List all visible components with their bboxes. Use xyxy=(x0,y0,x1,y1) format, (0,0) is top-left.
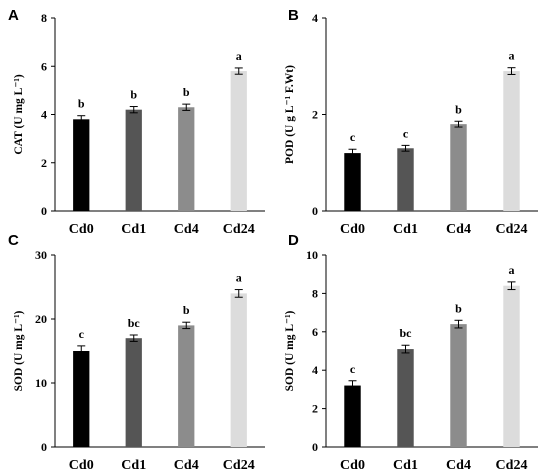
y-tick-label: 2 xyxy=(312,402,318,416)
category-label: Cd0 xyxy=(340,222,365,237)
bar xyxy=(73,351,90,447)
significance-label: b xyxy=(455,102,462,116)
bar xyxy=(450,324,467,447)
y-tick-label: 2 xyxy=(41,156,47,170)
category-label: Cd4 xyxy=(446,458,471,473)
y-tick-label: 8 xyxy=(41,11,47,25)
y-tick-label: 0 xyxy=(41,204,47,218)
y-tick-label: 4 xyxy=(312,363,318,377)
category-label: Cd4 xyxy=(174,458,199,473)
category-label: Cd1 xyxy=(393,458,418,473)
panel-label: C xyxy=(8,232,19,249)
category-label: Cd24 xyxy=(223,222,255,237)
bar xyxy=(230,293,247,447)
y-tick-label: 0 xyxy=(312,440,318,454)
panel-d: D 0 2 4 6 8 10 SOD (U mg L⁻¹) c Cd0 bc Cd1 b Cd4 a Cd24 xyxy=(284,232,538,473)
significance-label: b xyxy=(130,88,137,102)
y-tick-label: 4 xyxy=(312,11,318,25)
significance-label: a xyxy=(236,49,242,63)
bar xyxy=(125,109,142,211)
significance-label: b xyxy=(183,85,190,99)
significance-label: b xyxy=(455,301,462,315)
significance-label: c xyxy=(350,130,356,144)
category-label: Cd0 xyxy=(340,458,365,473)
bar xyxy=(230,71,247,211)
significance-label: bc xyxy=(128,316,141,330)
bar xyxy=(503,285,520,447)
panel-label: D xyxy=(288,232,299,249)
category-label: Cd0 xyxy=(69,222,94,237)
significance-label: bc xyxy=(400,326,413,340)
significance-label: c xyxy=(350,362,356,376)
significance-label: a xyxy=(509,49,515,63)
y-tick-label: 20 xyxy=(35,312,47,326)
panel-a: A 0 2 4 6 8 CAT (U mg L⁻¹) b Cd0 b Cd1 b Cd4 a Cd24 xyxy=(8,7,265,237)
bar xyxy=(344,385,361,447)
y-axis-label: SOD (U mg L⁻¹) xyxy=(284,310,296,391)
y-tick-label: 8 xyxy=(312,286,318,300)
significance-label: b xyxy=(78,97,85,111)
y-axis-label: CAT (U mg L⁻¹) xyxy=(13,74,25,154)
category-label: Cd24 xyxy=(223,458,255,473)
bar xyxy=(503,71,520,211)
bar xyxy=(397,148,414,211)
bar xyxy=(450,124,467,211)
significance-label: c xyxy=(79,327,85,341)
y-tick-label: 10 xyxy=(306,248,318,262)
y-axis-label: SOD (U mg L⁻¹) xyxy=(13,310,25,391)
y-tick-label: 4 xyxy=(41,108,47,122)
category-label: Cd4 xyxy=(174,222,199,237)
y-tick-label: 2 xyxy=(312,108,318,122)
panel-c: C 0 10 20 30 SOD (U mg L⁻¹) c Cd0 bc Cd1 b Cd4 a Cd24 xyxy=(8,232,265,473)
y-tick-label: 6 xyxy=(41,59,47,73)
category-label: Cd1 xyxy=(121,458,146,473)
category-label: Cd0 xyxy=(69,458,94,473)
bar xyxy=(397,349,414,447)
bar xyxy=(344,153,361,211)
y-tick-label: 30 xyxy=(35,248,47,262)
y-tick-label: 10 xyxy=(35,376,47,390)
bar xyxy=(178,325,195,447)
panel-label: B xyxy=(288,7,299,24)
category-label: Cd4 xyxy=(446,222,471,237)
category-label: Cd1 xyxy=(393,222,418,237)
y-tick-label: 0 xyxy=(312,204,318,218)
y-axis-label: POD (U g L⁻¹ F.Wt) xyxy=(284,65,296,164)
significance-label: a xyxy=(509,263,515,277)
y-tick-label: 0 xyxy=(41,440,47,454)
panel-label: A xyxy=(8,7,19,24)
significance-label: a xyxy=(236,271,242,285)
bar xyxy=(125,338,142,447)
significance-label: b xyxy=(183,303,190,317)
y-tick-label: 6 xyxy=(312,325,318,339)
bar xyxy=(73,119,90,211)
category-label: Cd1 xyxy=(121,222,146,237)
panel-b: B 0 2 4 POD (U g L⁻¹ F.Wt) c Cd0 c Cd1 b Cd4 a Cd24 xyxy=(284,7,538,237)
category-label: Cd24 xyxy=(496,222,528,237)
category-label: Cd24 xyxy=(496,458,528,473)
bar xyxy=(178,107,195,211)
significance-label: c xyxy=(403,126,409,140)
